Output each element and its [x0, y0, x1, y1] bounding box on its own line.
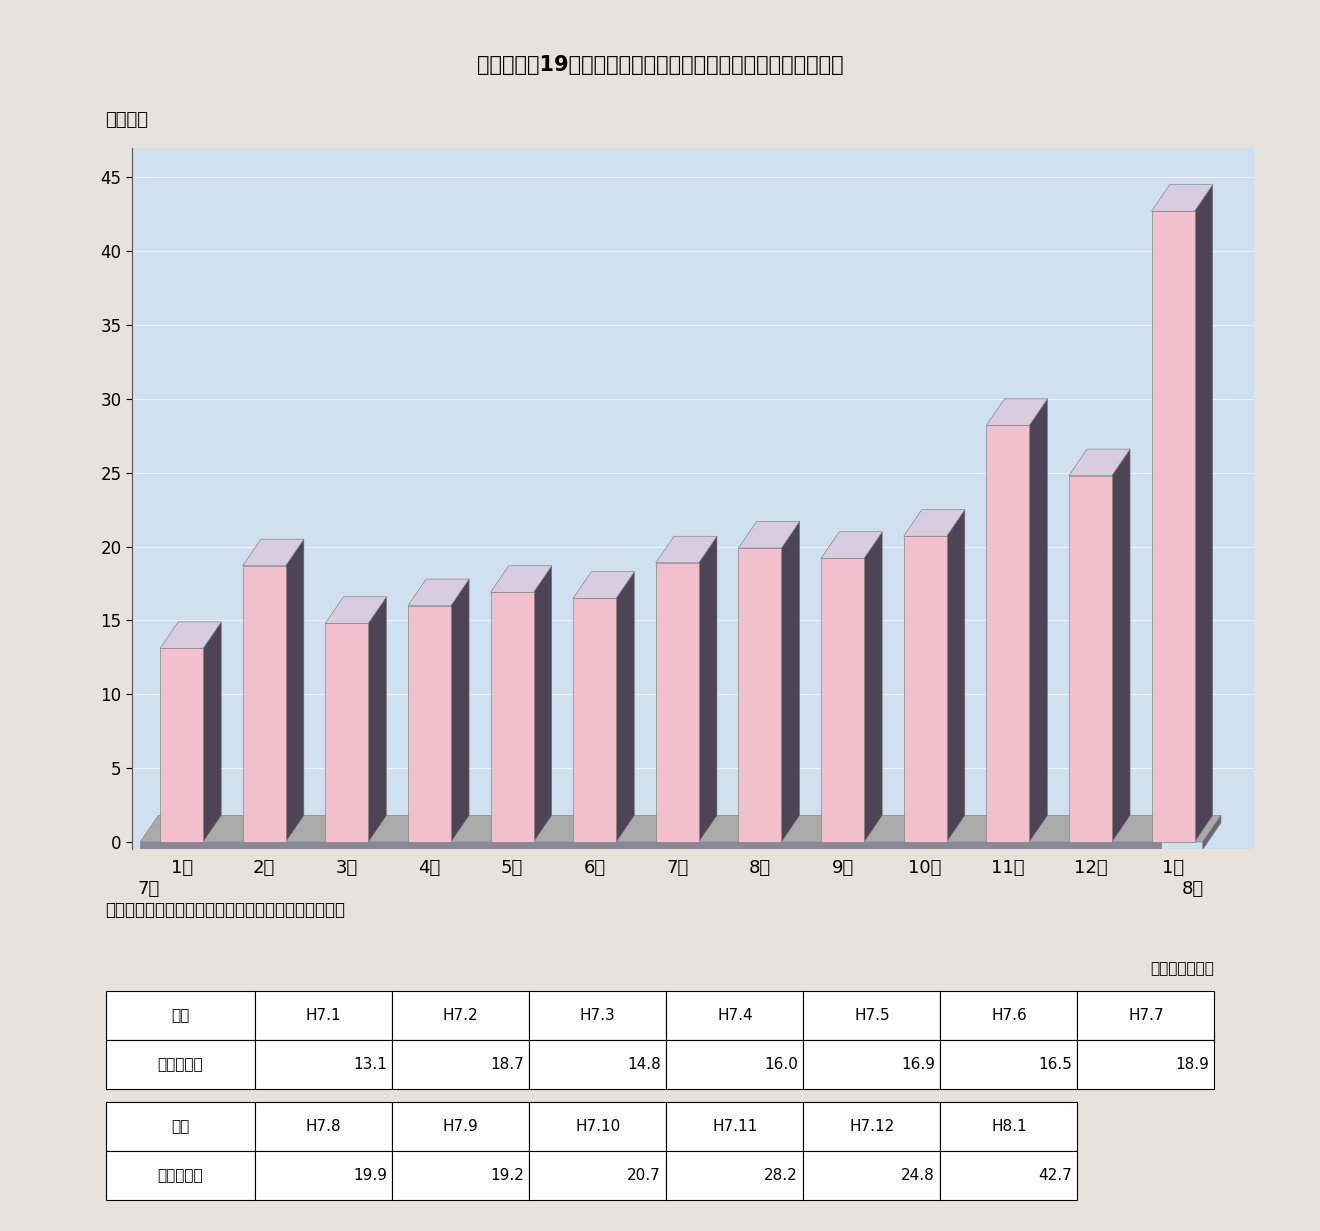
Polygon shape — [1069, 449, 1130, 475]
Bar — [738, 548, 781, 842]
Polygon shape — [781, 522, 800, 842]
Text: H7.2: H7.2 — [444, 1008, 479, 1023]
Polygon shape — [573, 571, 635, 598]
Polygon shape — [821, 532, 882, 559]
Polygon shape — [160, 622, 222, 649]
Text: H7.9: H7.9 — [444, 1119, 479, 1134]
Text: 14.8: 14.8 — [627, 1057, 661, 1072]
Bar — [821, 559, 865, 842]
Polygon shape — [1203, 815, 1221, 849]
Text: 16.5: 16.5 — [1039, 1057, 1072, 1072]
Text: H7.3: H7.3 — [579, 1008, 615, 1023]
Text: 年月: 年月 — [172, 1119, 190, 1134]
Text: H7.12: H7.12 — [849, 1119, 895, 1134]
Bar — [904, 537, 946, 842]
Polygon shape — [1151, 185, 1213, 212]
Polygon shape — [1030, 399, 1048, 842]
Text: H7.11: H7.11 — [713, 1119, 758, 1134]
Text: 18.7: 18.7 — [490, 1057, 524, 1072]
Bar — [491, 592, 533, 842]
Text: 16.9: 16.9 — [902, 1057, 935, 1072]
Text: H7.10: H7.10 — [576, 1119, 620, 1134]
Text: 16.0: 16.0 — [764, 1057, 799, 1072]
Text: H7.1: H7.1 — [306, 1008, 342, 1023]
Text: 24.8: 24.8 — [902, 1168, 935, 1183]
Polygon shape — [616, 571, 635, 842]
Text: アクセス数: アクセス数 — [157, 1057, 203, 1072]
Text: H7.8: H7.8 — [306, 1119, 342, 1134]
Polygon shape — [491, 566, 552, 592]
Text: 13.1: 13.1 — [354, 1057, 387, 1072]
Polygon shape — [986, 399, 1048, 426]
Text: H7.7: H7.7 — [1129, 1008, 1164, 1023]
Polygon shape — [533, 566, 552, 842]
Polygon shape — [203, 622, 222, 842]
Text: 28.2: 28.2 — [764, 1168, 799, 1183]
Polygon shape — [243, 539, 304, 566]
Text: 19.2: 19.2 — [490, 1168, 524, 1183]
Text: 年月: 年月 — [172, 1008, 190, 1023]
Text: （千件）: （千件） — [106, 111, 149, 129]
Text: （単位：千件）: （単位：千件） — [1151, 961, 1214, 976]
Bar — [986, 426, 1030, 842]
Bar — [1151, 212, 1195, 842]
Text: H7.6: H7.6 — [991, 1008, 1027, 1023]
Text: 8年: 8年 — [1181, 880, 1204, 899]
Polygon shape — [325, 597, 387, 623]
Polygon shape — [140, 815, 1221, 842]
Polygon shape — [738, 522, 800, 548]
Polygon shape — [408, 579, 469, 606]
Bar — [160, 649, 203, 842]
Bar — [573, 598, 616, 842]
Bar — [1069, 475, 1111, 842]
Bar — [140, 842, 1162, 849]
Bar — [243, 566, 285, 842]
Text: 7年: 7年 — [137, 880, 160, 899]
Bar — [325, 623, 368, 842]
Polygon shape — [904, 510, 965, 537]
Text: H7.5: H7.5 — [854, 1008, 890, 1023]
Polygon shape — [285, 539, 304, 842]
Text: H8.1: H8.1 — [991, 1119, 1027, 1134]
Polygon shape — [1111, 449, 1130, 842]
Text: 18.9: 18.9 — [1175, 1057, 1209, 1072]
Polygon shape — [1195, 185, 1213, 842]
Text: （注）　ページカウントによりアクセス件数を集計。: （注） ページカウントによりアクセス件数を集計。 — [106, 901, 346, 920]
Text: 20.7: 20.7 — [627, 1168, 661, 1183]
Polygon shape — [698, 537, 717, 842]
Bar — [656, 563, 698, 842]
Polygon shape — [946, 510, 965, 842]
Text: 第３－１－19図　郵政省のホームページへのアクセス数の推移: 第３－１－19図 郵政省のホームページへのアクセス数の推移 — [477, 55, 843, 75]
Polygon shape — [368, 597, 387, 842]
Text: 42.7: 42.7 — [1039, 1168, 1072, 1183]
Text: アクセス数: アクセス数 — [157, 1168, 203, 1183]
Polygon shape — [451, 579, 469, 842]
Bar — [408, 606, 451, 842]
Polygon shape — [656, 537, 717, 563]
Text: 19.9: 19.9 — [352, 1168, 387, 1183]
Text: H7.4: H7.4 — [717, 1008, 752, 1023]
Polygon shape — [865, 532, 882, 842]
